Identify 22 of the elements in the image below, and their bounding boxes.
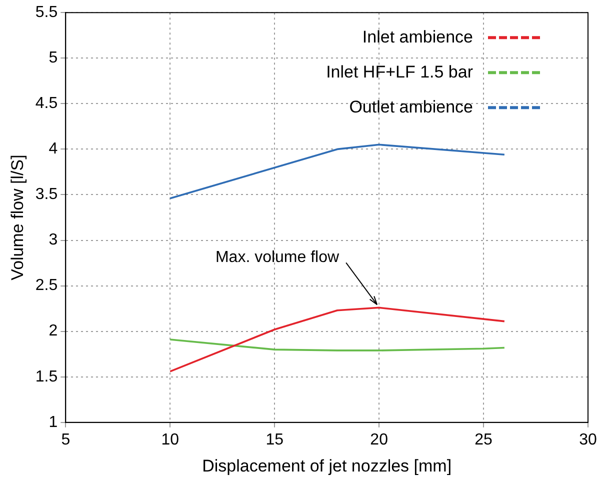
y-tick-label: 3 (48, 232, 58, 249)
x-tick-label: 10 (161, 431, 180, 448)
x-axis-title: Displacement of jet nozzles [mm] (202, 456, 452, 476)
y-tick-label: 4.5 (35, 95, 58, 112)
x-tick-label: 15 (266, 431, 284, 448)
legend-label: Inlet HF+LF 1.5 bar (326, 62, 474, 82)
annotation: Max. volume flow (215, 249, 340, 266)
y-tick-label: 4 (48, 140, 58, 158)
x-tick-label: 20 (370, 431, 388, 448)
legend-label: Inlet ambience (362, 27, 473, 46)
legend-label: Outlet ambience (349, 97, 473, 116)
x-tick-label: 30 (579, 431, 597, 448)
y-tick-label: 2 (48, 322, 58, 340)
y-tick-label: 5 (48, 50, 58, 67)
y-axis-title: Volume flow [l/S] (8, 154, 27, 280)
x-tick-label: 5 (61, 431, 70, 448)
y-tick-label: 1 (48, 414, 58, 431)
y-tick-label: 3.5 (35, 186, 58, 204)
y-tick-label: 2.5 (35, 277, 58, 294)
x-tick-label: 25 (474, 431, 493, 448)
y-tick-label: 5.5 (35, 4, 58, 22)
y-tick-label: 1.5 (35, 368, 58, 386)
